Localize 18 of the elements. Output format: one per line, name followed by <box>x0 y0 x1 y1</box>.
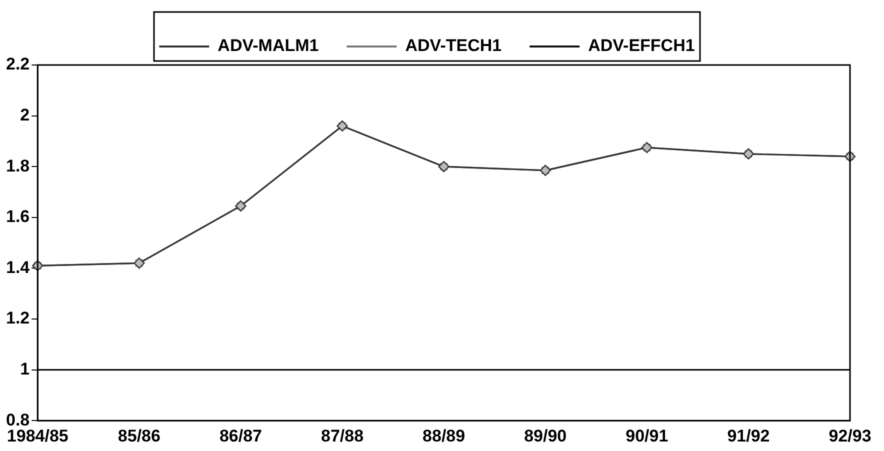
x-tick-label: 90/91 <box>626 426 668 446</box>
x-tick-label: 85/86 <box>118 426 160 446</box>
y-tick-label: 1 <box>20 359 30 378</box>
x-tick-label: 87/88 <box>320 426 364 446</box>
y-tick-label: 1.4 <box>6 258 30 277</box>
x-tick-label: 86/87 <box>219 426 262 446</box>
legend-label: ADV-TECH1 <box>405 36 502 56</box>
legend-label: ADV-EFFCH1 <box>588 36 695 56</box>
x-tick-label: 88/89 <box>422 426 466 446</box>
y-tick-label: 1.6 <box>6 207 30 226</box>
x-tick-label: 91/92 <box>727 426 770 446</box>
y-tick-label: 2.2 <box>6 54 30 74</box>
legend-label: ADV-MALM1 <box>218 36 319 56</box>
y-tick-label: 1.8 <box>6 156 30 176</box>
y-tick-label: 2 <box>20 105 30 124</box>
x-tick-label: 92/93 <box>828 426 872 446</box>
y-tick-label: 1.2 <box>6 308 30 328</box>
x-tick-label: 89/90 <box>524 426 567 446</box>
